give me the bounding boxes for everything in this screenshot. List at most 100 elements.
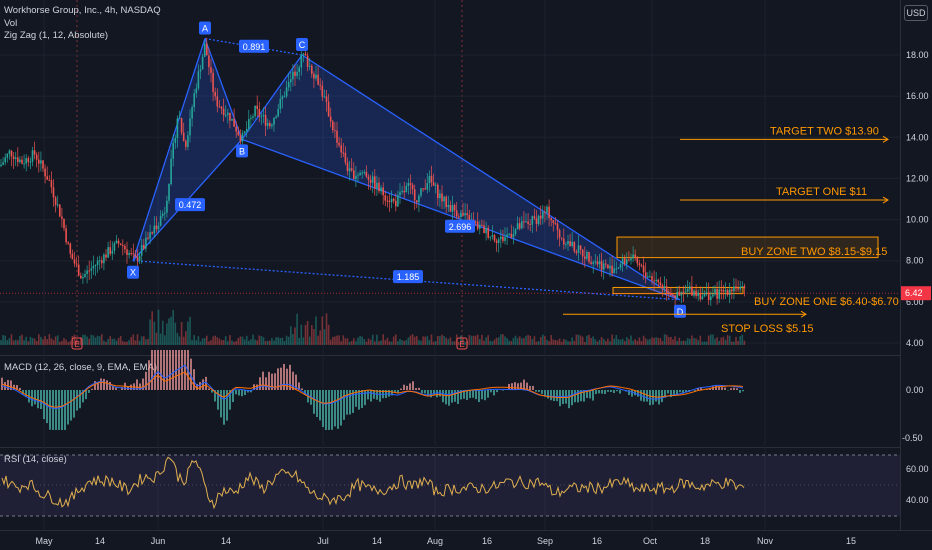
candle-body — [90, 268, 93, 271]
candle-body — [298, 67, 300, 73]
volume-bar — [405, 339, 408, 345]
volume-bar — [346, 338, 349, 345]
ratio-label: 0.891 — [243, 42, 266, 52]
volume-bar — [344, 338, 347, 345]
candle-body — [743, 286, 746, 289]
macd-histogram-bar — [241, 390, 243, 397]
volume-bar — [399, 338, 401, 345]
pane-divider — [0, 355, 900, 356]
macd-histogram-bar — [58, 390, 60, 430]
candle-body — [256, 105, 258, 110]
stop-loss-arrowhead — [800, 310, 807, 318]
volume-bar — [334, 336, 336, 345]
volume-bar — [166, 323, 168, 345]
volume-bar — [159, 333, 162, 345]
candle-body — [434, 184, 437, 186]
volume-bar — [241, 336, 244, 345]
earnings-marker: E — [459, 340, 464, 349]
candle-body — [346, 162, 349, 172]
candle-body — [260, 116, 263, 118]
macd-histogram-bar — [397, 390, 399, 394]
macd-histogram-bar — [571, 390, 573, 406]
volume-bar — [218, 338, 221, 345]
candle-body — [369, 179, 372, 183]
volume-bar — [558, 338, 561, 345]
candle-body — [437, 184, 439, 199]
volume-bar — [378, 341, 380, 345]
volume-bar — [0, 340, 2, 345]
symbol-title[interactable]: Workhorse Group, Inc., 4h, NASDAQ — [4, 5, 161, 16]
macd-histogram-bar — [130, 384, 132, 390]
candle-body — [321, 85, 324, 97]
candle-body — [424, 188, 426, 190]
candle-body — [38, 159, 40, 164]
volume-bar — [581, 336, 584, 345]
macd-histogram-bar — [550, 390, 552, 401]
candle-body — [71, 253, 74, 260]
volume-bar — [588, 334, 590, 345]
macd-histogram-bar — [319, 390, 321, 421]
candle-body — [502, 236, 504, 241]
macd-label: MACD (12, 26, close, 9, EMA, EMA) — [4, 362, 157, 373]
volume-bar — [290, 326, 292, 345]
candle-body — [103, 254, 105, 264]
volume-bar — [458, 341, 460, 345]
last-price-value: 6.42 — [905, 288, 923, 298]
candle-body — [386, 200, 389, 202]
candle-body — [382, 187, 384, 196]
candle-body — [537, 215, 540, 224]
candle-body — [405, 186, 408, 193]
earnings-marker-box — [456, 337, 468, 350]
candle-body — [678, 291, 681, 296]
volume-bar — [69, 341, 72, 345]
macd-histogram-bar — [208, 388, 210, 390]
macd-histogram-bar — [328, 390, 330, 430]
macd-histogram-bar — [223, 390, 225, 425]
candle-body — [653, 280, 655, 282]
currency-badge[interactable]: USD — [904, 5, 928, 21]
pattern-point-a-marker — [199, 21, 211, 35]
volume-bar — [126, 341, 128, 345]
candle-body — [323, 96, 326, 98]
candle-body — [277, 109, 279, 117]
macd-histogram-bar — [301, 388, 303, 390]
volume-bar — [460, 335, 462, 345]
candle-body — [546, 206, 548, 213]
macd-histogram-bar — [220, 390, 222, 418]
ratio-label-box — [445, 219, 475, 233]
candle-body — [161, 213, 164, 216]
candle-body — [250, 117, 252, 120]
candle-body — [453, 205, 456, 211]
volume-bar — [416, 335, 418, 345]
volume-bar — [260, 335, 263, 345]
volume-bar — [54, 336, 57, 345]
volume-bar — [376, 334, 378, 345]
candle-body — [531, 216, 534, 225]
candle-body — [640, 265, 643, 267]
volume-bar — [676, 340, 678, 345]
volume-bar — [252, 334, 254, 345]
volume-bar — [497, 337, 500, 345]
buy-zone-1 — [616, 236, 879, 259]
macd-histogram-bar — [601, 390, 603, 394]
volume-bar — [636, 340, 639, 345]
candle-body — [504, 237, 506, 241]
macd-histogram-bar — [646, 390, 648, 402]
candle-body — [191, 107, 193, 119]
candle-body — [521, 221, 523, 229]
volume-bar — [48, 334, 51, 345]
candle-body — [426, 183, 429, 190]
volume-bar — [359, 335, 361, 345]
candle-body — [735, 286, 737, 289]
candle-body — [705, 292, 708, 294]
macd-histogram-bar — [343, 390, 345, 420]
candle-body — [193, 93, 195, 108]
zigzag-label[interactable]: Zig Zag (1, 12, Absolute) — [4, 30, 109, 41]
candle-body — [588, 252, 590, 262]
macd-histogram-bar — [19, 387, 21, 390]
volume-label[interactable]: Vol — [4, 18, 18, 29]
candle-body — [632, 254, 634, 259]
candle-body — [556, 223, 559, 231]
candle-body — [35, 154, 38, 160]
